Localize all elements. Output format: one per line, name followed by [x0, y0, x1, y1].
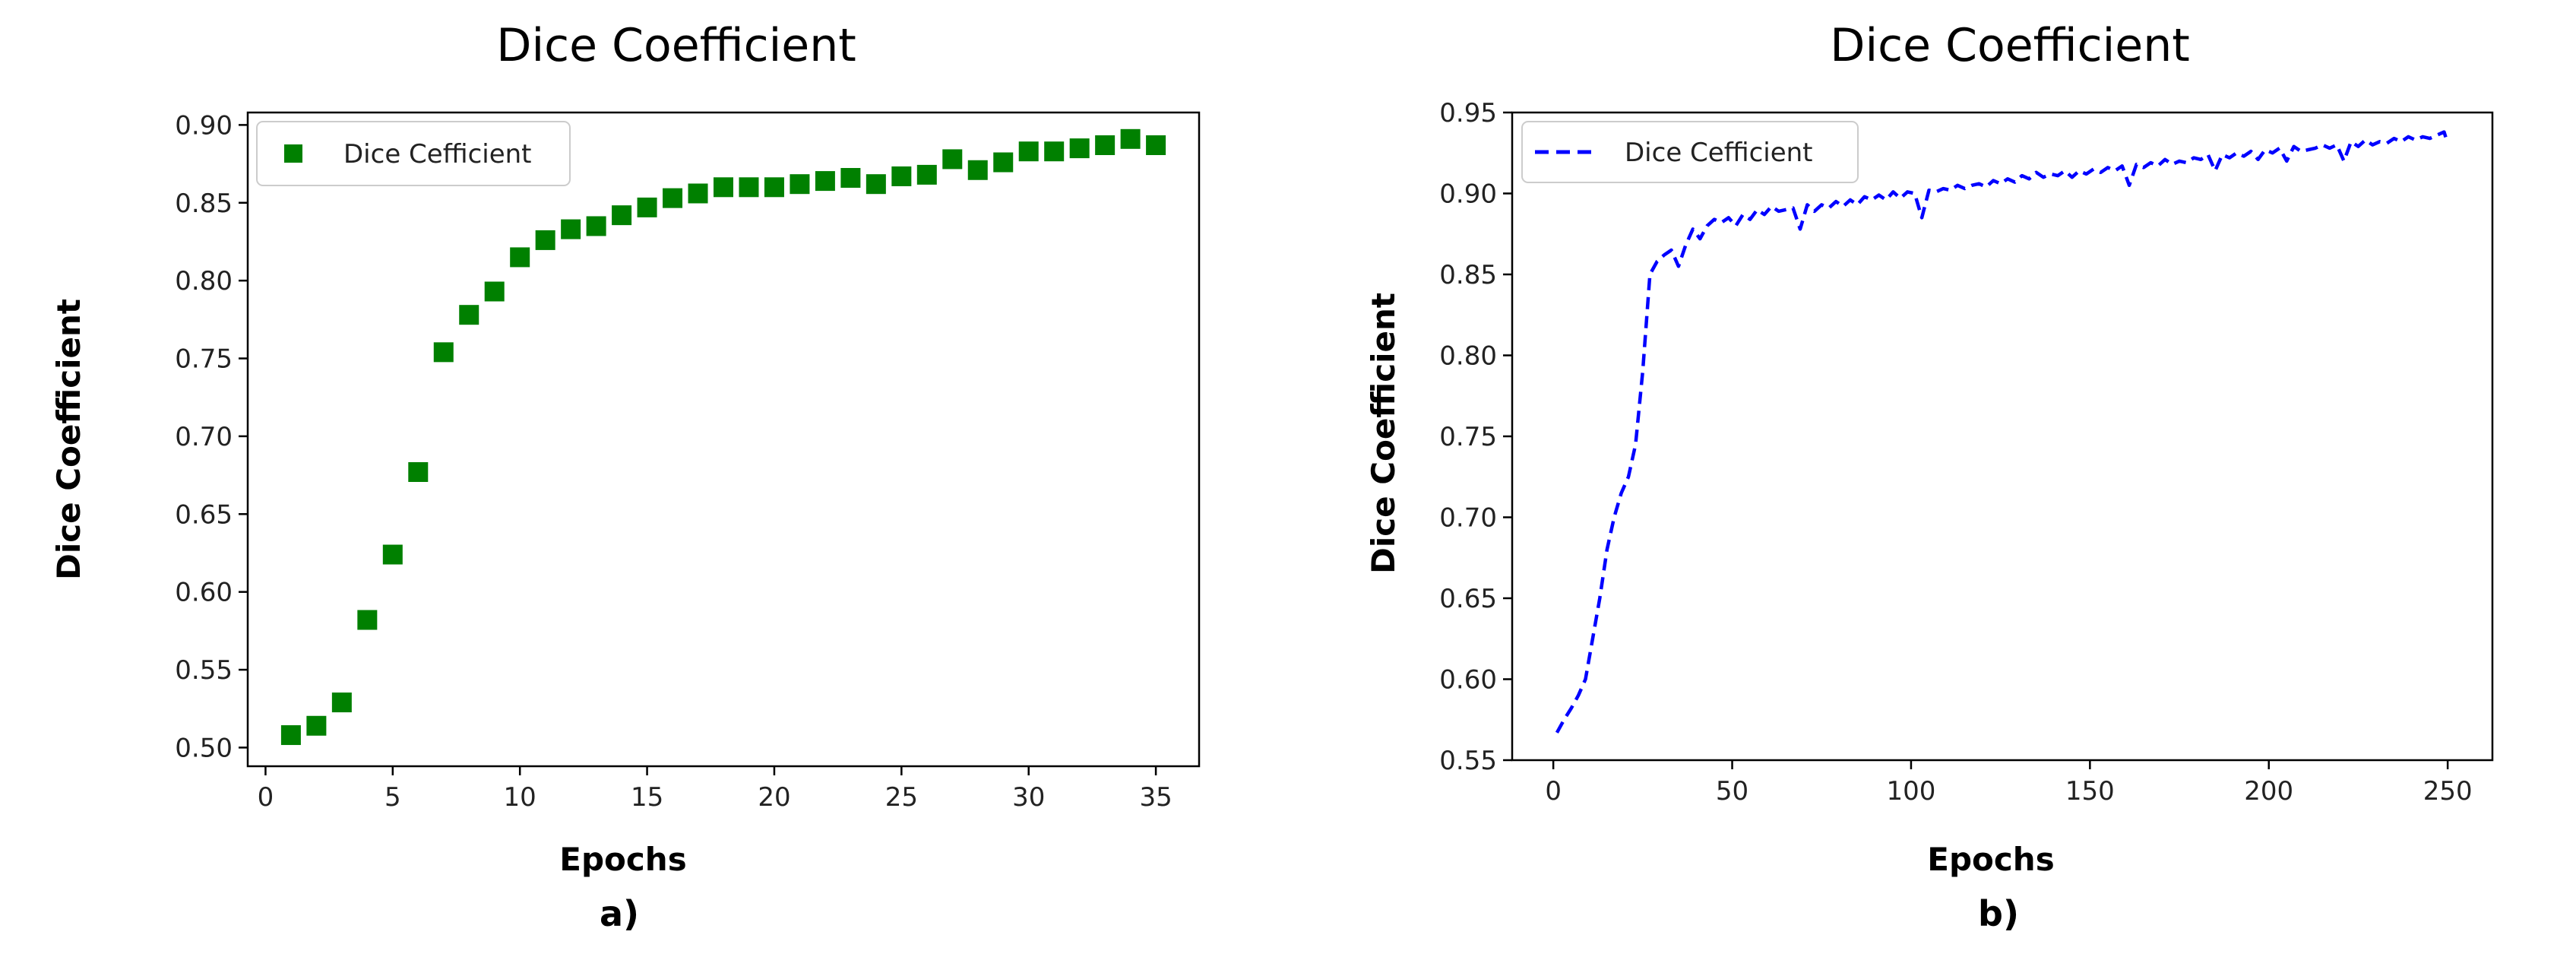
chart-b-legend-label: Dice Cefficient: [1625, 138, 1813, 168]
chart-b-y-tick-label: 0.75: [1439, 422, 1497, 452]
chart-a-data-point: [637, 197, 657, 217]
chart-a-x-tick-label: 10: [504, 782, 536, 813]
chart-b-series: [1555, 130, 2450, 734]
chart-a-data-point: [408, 462, 429, 482]
chart-a-data-point: [1120, 128, 1141, 149]
chart-a-series: [280, 128, 1166, 746]
chart-a-y-tick-label: 0.55: [175, 655, 233, 686]
chart-a-data-point: [586, 216, 606, 236]
chart-a-data-point: [1044, 141, 1065, 162]
chart-a-y-tick-label: 0.70: [175, 422, 233, 452]
chart-b-y-tick-label: 0.80: [1439, 341, 1497, 372]
chart-b-plot-frame: [1511, 111, 2494, 762]
chart-a-data-point: [306, 715, 327, 736]
chart-a-y-tick-label: 0.65: [175, 499, 233, 530]
chart-b-y-axis: 0.55 0.60 0.65 0.70 0.75 0.80 0.85 0.90 0.95: [1439, 98, 1512, 776]
chart-a-data-point: [382, 544, 403, 565]
chart-b-x-label: Epochs: [1927, 841, 2054, 878]
chart-a-data-point: [790, 174, 810, 195]
chart-b-x-tick-label: 150: [2065, 776, 2115, 807]
chart-a-data-point: [993, 152, 1014, 173]
chart-a-legend-box: [256, 121, 571, 186]
chart-a-x-tick-label: 25: [885, 782, 918, 813]
chart-a-data-point: [433, 342, 454, 363]
chart-a-legend-label: Dice Cefficient: [343, 139, 532, 170]
chart-a-caption: a): [600, 893, 639, 934]
chart-a-y-label: Dice Coefficient: [50, 299, 87, 580]
chart-a-data-point: [942, 149, 963, 170]
chart-a-data-point: [840, 168, 861, 188]
chart-a-x-tick-label: 35: [1139, 782, 1172, 813]
chart-a-y-tick-label: 0.80: [175, 266, 233, 296]
chart-b-legend: Dice Cefficient: [1521, 121, 1859, 183]
chart-a-data-point: [688, 183, 708, 204]
chart-b: Dice Coefficient 0.55 0.60 0.65 0.70 0.75 0.8…: [1365, 19, 2494, 934]
chart-b-x-tick-label: 200: [2244, 776, 2293, 807]
chart-a-data-point: [612, 205, 632, 226]
chart-b-x-tick-label: 0: [1545, 776, 1562, 807]
chart-a: Dice Coefficient 0.50 0.55 0.60 0.65 0.70 0.7…: [50, 19, 1201, 934]
chart-a-x-tick-label: 0: [258, 782, 274, 813]
chart-a-data-point: [663, 188, 683, 208]
chart-b-caption: b): [1978, 893, 2019, 934]
chart-b-series-line: [1555, 130, 2450, 734]
chart-b-x-tick-label: 50: [1716, 776, 1748, 807]
chart-a-data-point: [561, 219, 581, 239]
chart-a-data-point: [739, 177, 759, 198]
chart-a-data-point: [357, 610, 378, 630]
chart-a-title: Dice Coefficient: [496, 19, 856, 72]
chart-a-y-tick-label: 0.50: [175, 733, 233, 763]
chart-b-x-tick-label: 250: [2423, 776, 2473, 807]
chart-b-legend-box: [1521, 121, 1859, 183]
chart-b-x-axis: 0 50 100 150 200 250: [1545, 760, 2473, 807]
chart-a-data-point: [510, 247, 530, 268]
chart-a-y-tick-label: 0.90: [175, 110, 233, 141]
chart-a-legend: Dice Cefficient: [256, 121, 571, 186]
chart-a-x-axis: 0 5 10 15 20 25 30 35: [258, 766, 1172, 813]
chart-a-x-tick-label: 15: [631, 782, 663, 813]
chart-b-y-label: Dice Coefficient: [1365, 293, 1402, 574]
chart-a-legend-marker: [284, 144, 302, 163]
chart-a-y-tick-label: 0.85: [175, 189, 233, 219]
chart-a-data-point: [916, 164, 937, 185]
chart-b-y-tick-label: 0.70: [1439, 503, 1497, 534]
chart-a-data-point: [967, 160, 988, 180]
chart-a-plot-frame: [246, 111, 1201, 768]
chart-a-data-point: [714, 177, 733, 198]
chart-a-data-point: [1018, 141, 1039, 162]
chart-a-data-point: [331, 693, 352, 713]
chart-a-data-point: [535, 230, 555, 250]
chart-a-x-tick-label: 30: [1012, 782, 1045, 813]
chart-a-data-point: [1069, 138, 1090, 159]
chart-a-data-point: [280, 725, 301, 746]
chart-a-x-tick-label: 5: [385, 782, 401, 813]
chart-a-data-point: [815, 171, 835, 192]
chart-b-y-tick-label: 0.90: [1439, 179, 1497, 210]
chart-a-data-point: [866, 174, 886, 195]
chart-a-data-point: [1095, 135, 1116, 155]
chart-a-data-point: [891, 166, 912, 186]
chart-b-x-tick-label: 100: [1886, 776, 1935, 807]
chart-a-data-point: [764, 177, 784, 198]
chart-a-x-tick-label: 20: [758, 782, 790, 813]
chart-b-y-tick-label: 0.60: [1439, 665, 1497, 696]
chart-b-y-tick-label: 0.85: [1439, 260, 1497, 290]
chart-a-data-point: [459, 305, 479, 325]
chart-a-data-point: [1146, 135, 1166, 155]
chart-b-y-tick-label: 0.65: [1439, 584, 1497, 614]
chart-b-y-tick-label: 0.55: [1439, 746, 1497, 776]
chart-a-x-label: Epochs: [559, 841, 686, 878]
chart-a-y-tick-label: 0.60: [175, 578, 233, 608]
chart-a-data-point: [484, 281, 505, 302]
chart-a-y-axis: 0.50 0.55 0.60 0.65 0.70 0.75 0.80 0.85 0.90: [175, 110, 248, 763]
chart-b-y-tick-label: 0.95: [1439, 98, 1497, 128]
chart-a-y-tick-label: 0.75: [175, 344, 233, 375]
chart-b-title: Dice Coefficient: [1830, 19, 2190, 72]
